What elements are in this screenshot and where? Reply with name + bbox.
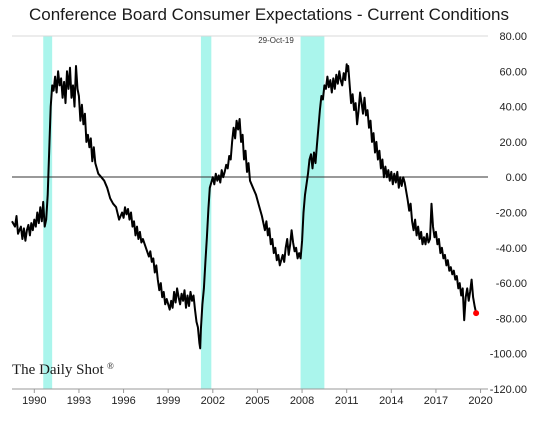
- x-axis: 1990 1993 1996 1999 2002 2005 2008 2011 2014 2017…: [22, 389, 493, 407]
- y-tick-label: -60.00: [496, 278, 527, 290]
- recession-bands: [43, 36, 325, 389]
- x-tick-label: 2014: [379, 395, 403, 407]
- y-tick-label: -20.00: [496, 208, 527, 220]
- y-tick-label: -100.00: [490, 349, 527, 361]
- y-tick-label: 60.00: [499, 66, 527, 78]
- daily-shot-watermark: The Daily Shot ®: [12, 361, 114, 378]
- watermark-text: The Daily Shot: [12, 362, 104, 378]
- x-tick-label: 2005: [245, 395, 269, 407]
- last-point-marker: [473, 310, 480, 317]
- y-axis: 80.00 60.00 40.00 20.00 0.00 -20.00 -40.00 -60.…: [490, 31, 527, 396]
- x-tick-label: 1993: [67, 395, 91, 407]
- y-tick-label: 80.00: [499, 31, 527, 43]
- x-tick-label: 2008: [290, 395, 314, 407]
- x-tick-label: 2011: [335, 395, 359, 407]
- y-tick-label: -40.00: [496, 243, 527, 255]
- watermark-asterisk: ®: [107, 361, 114, 371]
- y-tick-label: 20.00: [499, 137, 527, 149]
- y-tick-label: -80.00: [496, 313, 527, 325]
- chart-title: Conference Board Consumer Expectations -…: [29, 5, 509, 24]
- series-line: [11, 63, 478, 350]
- recession-band-1: [43, 36, 53, 389]
- y-tick-label: -120.00: [490, 384, 527, 396]
- x-tick-label: 2002: [201, 395, 225, 407]
- x-tick-label: 1990: [22, 395, 46, 407]
- x-tick-label: 2017: [424, 395, 448, 407]
- x-tick-label: 2020: [468, 395, 492, 407]
- y-tick-label: 40.00: [499, 102, 527, 114]
- y-tick-label: 0.00: [506, 172, 527, 184]
- x-tick-label: 1999: [156, 395, 180, 407]
- recession-band-2: [200, 36, 212, 389]
- x-tick-label: 1996: [111, 395, 135, 407]
- date-annotation: 29-Oct-19: [258, 36, 294, 45]
